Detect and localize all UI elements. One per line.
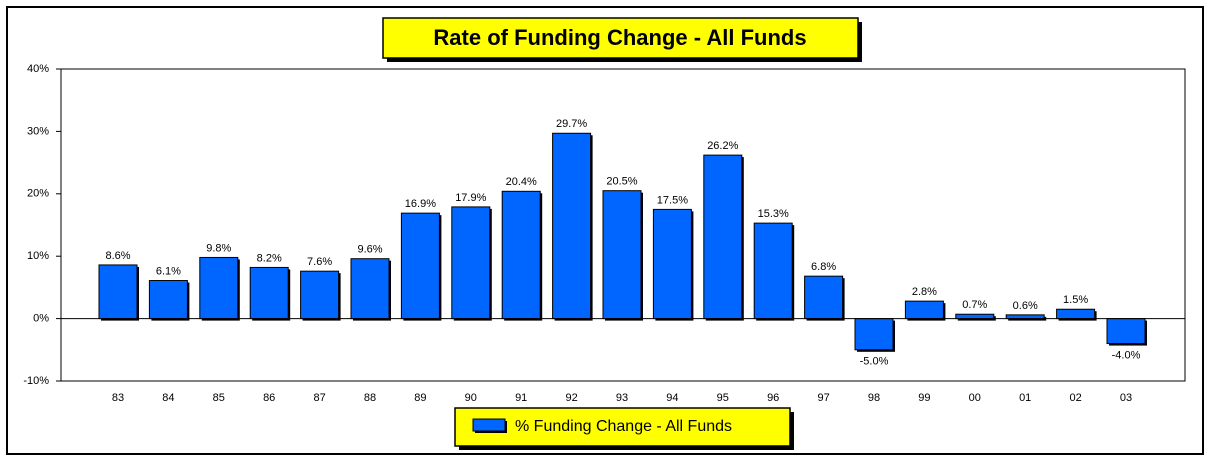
bar [804, 275, 844, 320]
bar [1005, 314, 1045, 320]
bar [300, 270, 340, 320]
x-tick-label: 85 [213, 392, 225, 404]
title-box [382, 17, 859, 59]
x-tick-label: 87 [313, 392, 325, 404]
x-tick-label: 84 [162, 392, 174, 404]
x-tick-label: 89 [414, 392, 426, 404]
y-tick-label: 0% [33, 313, 49, 325]
bar [703, 154, 743, 320]
bar [350, 258, 390, 320]
data-label: 6.8% [811, 261, 836, 273]
bar [854, 318, 894, 351]
x-tick-label: 90 [465, 392, 477, 404]
bar [501, 190, 541, 320]
y-tick-label: 30% [27, 125, 49, 137]
data-label: 8.2% [257, 252, 282, 264]
x-tick-label: 02 [1069, 392, 1081, 404]
data-label: 9.8% [206, 242, 231, 254]
data-label: 17.5% [657, 194, 688, 206]
data-label: 9.6% [357, 244, 382, 256]
x-tick-label: 97 [817, 392, 829, 404]
data-label: -5.0% [860, 356, 889, 368]
x-tick-label: 01 [1019, 392, 1031, 404]
bar [753, 222, 793, 320]
data-label: 1.5% [1063, 294, 1088, 306]
data-label: 0.7% [962, 299, 987, 311]
x-tick-label: 03 [1120, 392, 1132, 404]
bar [552, 132, 592, 320]
data-label: 20.4% [506, 176, 537, 188]
x-tick-label: 96 [767, 392, 779, 404]
bar [400, 212, 440, 320]
data-label: 0.6% [1013, 300, 1038, 312]
legend-swatch [472, 418, 506, 432]
x-tick-label: 91 [515, 392, 527, 404]
x-tick-label: 92 [565, 392, 577, 404]
data-label: 6.1% [156, 265, 181, 277]
chart-title: Rate of Funding Change - All Funds [433, 25, 806, 50]
bar [199, 256, 239, 320]
data-label: 16.9% [405, 198, 436, 210]
data-label: 7.6% [307, 256, 332, 268]
legend-box [454, 407, 791, 447]
data-label: 17.9% [455, 192, 486, 204]
x-tick-label: 94 [666, 392, 678, 404]
x-tick-label: 83 [112, 392, 124, 404]
data-label: 8.6% [105, 250, 130, 262]
bar [1056, 308, 1096, 320]
legend-label: % Funding Change - All Funds [515, 418, 732, 435]
bar [904, 300, 944, 320]
data-label: 15.3% [758, 208, 789, 220]
y-tick-label: 40% [27, 63, 49, 75]
x-tick-label: 98 [868, 392, 880, 404]
bar [652, 208, 692, 320]
bar [451, 206, 491, 320]
data-label: 20.5% [606, 176, 637, 188]
x-tick-label: 99 [918, 392, 930, 404]
x-tick-label: 88 [364, 392, 376, 404]
bar [1106, 318, 1146, 345]
data-label: 26.2% [707, 140, 738, 152]
y-tick-label: 20% [27, 188, 49, 200]
y-tick-label: -10% [23, 375, 49, 387]
bar [955, 313, 995, 320]
x-tick-label: 93 [616, 392, 628, 404]
x-tick-label: 95 [717, 392, 729, 404]
bar [249, 266, 289, 320]
x-tick-label: 86 [263, 392, 275, 404]
bar [148, 280, 188, 320]
data-label: 29.7% [556, 118, 587, 130]
x-tick-label: 00 [969, 392, 981, 404]
data-label: -4.0% [1112, 349, 1141, 361]
y-tick-label: 10% [27, 250, 49, 262]
bar [98, 264, 138, 320]
bar [602, 190, 642, 320]
data-label: 2.8% [912, 286, 937, 298]
